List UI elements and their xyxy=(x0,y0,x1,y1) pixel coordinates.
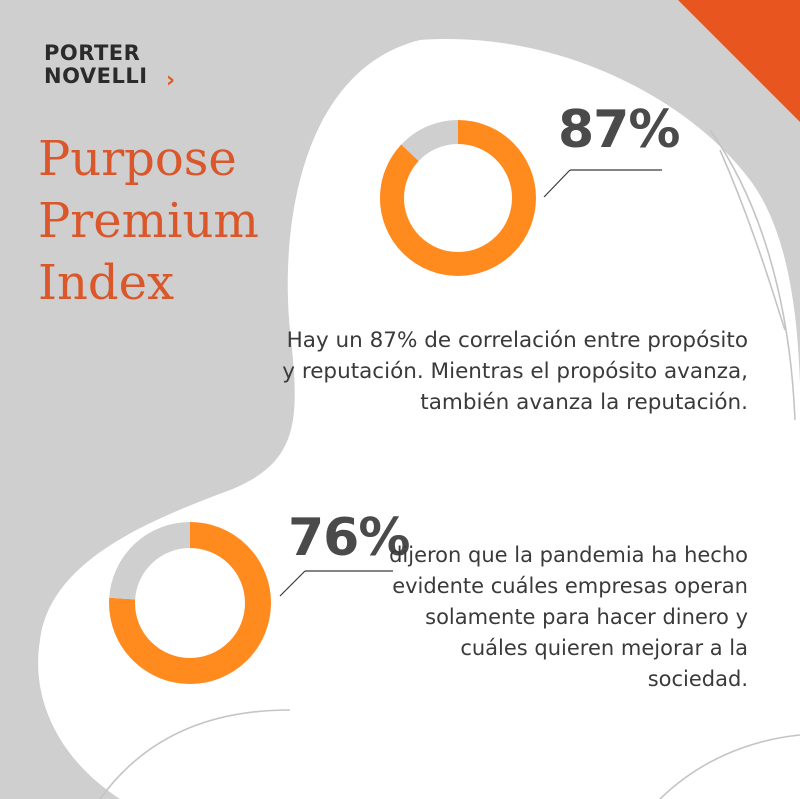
title-line-1: Purpose xyxy=(38,131,237,187)
decorative-curves xyxy=(99,129,800,799)
stat-description-76: dijeron que la pandemia ha hecho evident… xyxy=(389,543,748,691)
chevron-right-icon: › xyxy=(166,68,176,93)
donut-chart-87 xyxy=(380,120,536,276)
donut-87-remainder-slice xyxy=(380,120,536,276)
title-line-2: Premium xyxy=(38,193,259,249)
callout-leader-87-diagonal xyxy=(543,169,571,198)
page-title: Purpose Premium Index xyxy=(38,128,259,314)
curve-upper-right-2 xyxy=(719,149,786,331)
porter-novelli-logo: PORTER NOVELLI › xyxy=(44,41,175,92)
logo-line-1: PORTER xyxy=(44,41,141,65)
callout-leader-76-diagonal xyxy=(279,570,306,597)
stat-value-87: 87% xyxy=(558,100,680,160)
curve-upper-right xyxy=(709,129,796,421)
logo-line-2: NOVELLI xyxy=(44,64,148,88)
stat-value-76: 76% xyxy=(288,508,410,568)
donut-chart-76 xyxy=(109,522,271,684)
curve-bottom-right xyxy=(659,734,800,799)
title-line-3: Index xyxy=(38,255,175,311)
white-blob xyxy=(38,39,800,799)
curve-bottom-left xyxy=(99,709,291,799)
corner-accent xyxy=(678,0,800,122)
stat-description-87: Hay un 87% de correlación entre propósit… xyxy=(282,328,748,415)
donut-76-remainder-slice xyxy=(109,522,271,684)
